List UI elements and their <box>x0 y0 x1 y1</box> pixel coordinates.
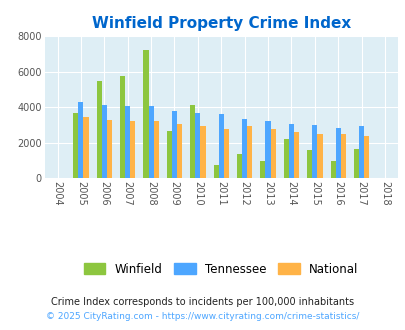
Bar <box>148 106 153 178</box>
Bar <box>73 113 78 178</box>
Bar <box>195 114 200 178</box>
Bar <box>265 121 270 178</box>
Legend: Winfield, Tennessee, National: Winfield, Tennessee, National <box>79 258 362 280</box>
Bar <box>166 131 171 178</box>
Text: © 2025 CityRating.com - https://www.cityrating.com/crime-statistics/: © 2025 CityRating.com - https://www.city… <box>46 313 359 321</box>
Bar <box>96 81 102 178</box>
Bar <box>335 128 340 178</box>
Bar <box>363 136 369 178</box>
Bar <box>125 106 130 178</box>
Bar <box>78 102 83 178</box>
Bar <box>353 149 358 178</box>
Bar <box>153 121 158 178</box>
Bar <box>358 126 363 178</box>
Bar <box>218 115 223 178</box>
Bar <box>237 154 241 178</box>
Bar <box>177 124 182 178</box>
Bar <box>340 134 345 178</box>
Bar <box>213 165 218 178</box>
Bar <box>200 126 205 178</box>
Bar <box>130 120 135 178</box>
Bar <box>270 129 275 178</box>
Bar <box>306 150 311 178</box>
Bar <box>143 50 148 178</box>
Bar <box>83 117 88 178</box>
Bar <box>241 119 247 178</box>
Bar <box>247 126 252 178</box>
Bar <box>171 111 177 178</box>
Text: Crime Index corresponds to incidents per 100,000 inhabitants: Crime Index corresponds to incidents per… <box>51 297 354 307</box>
Bar <box>288 124 293 178</box>
Bar <box>330 161 335 178</box>
Bar <box>102 105 107 178</box>
Bar <box>311 125 317 178</box>
Bar <box>107 120 112 178</box>
Bar <box>120 76 125 178</box>
Bar <box>223 128 228 178</box>
Bar <box>283 139 288 178</box>
Bar <box>317 134 322 178</box>
Bar <box>293 132 298 178</box>
Bar <box>190 106 195 178</box>
Bar <box>260 161 265 178</box>
Title: Winfield Property Crime Index: Winfield Property Crime Index <box>92 16 350 31</box>
